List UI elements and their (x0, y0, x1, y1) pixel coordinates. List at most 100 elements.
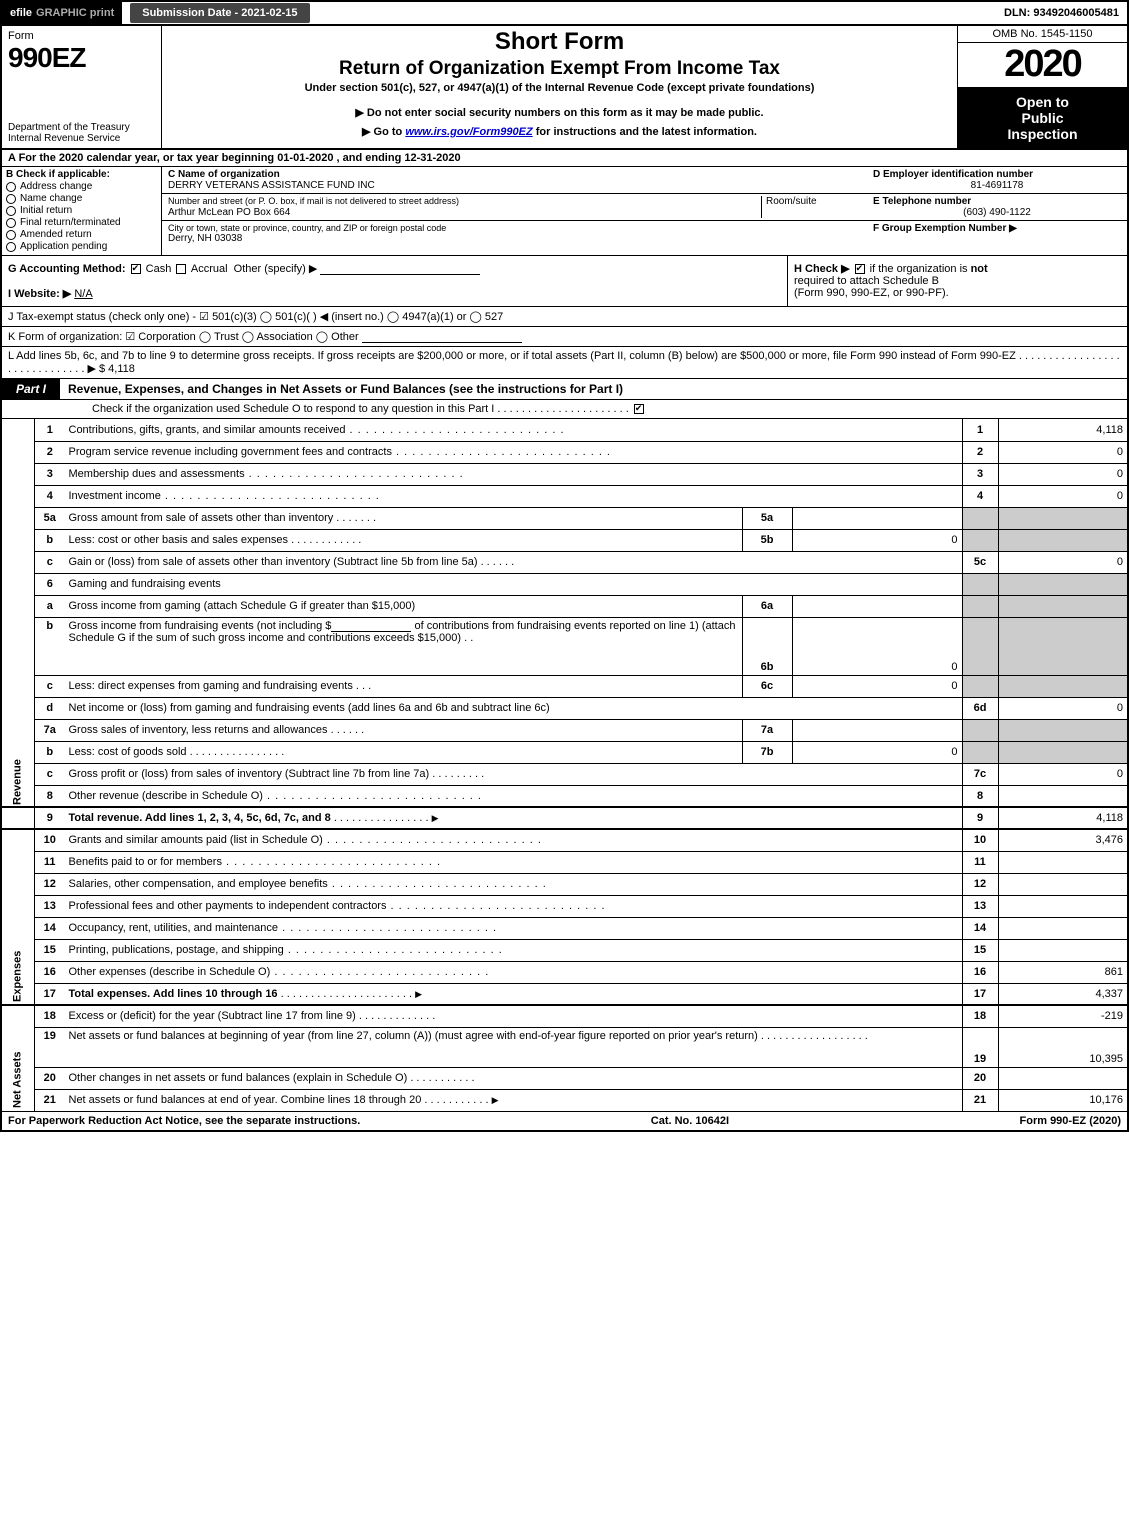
dept-irs: Internal Revenue Service (8, 133, 120, 144)
website-label: I Website: ▶ (8, 288, 71, 300)
label-cash: Cash (146, 263, 172, 275)
part1-title: Revenue, Expenses, and Changes in Net As… (60, 379, 1127, 399)
efile-rest: GRAPHIC print (36, 7, 114, 19)
footer-catno: Cat. No. 10642I (651, 1115, 729, 1127)
6b-contrib-field[interactable] (331, 620, 411, 632)
chk-cash[interactable] (131, 264, 141, 274)
chk-application-pending[interactable]: Application pending (6, 241, 157, 252)
website-value: N/A (74, 288, 92, 300)
line-20: 20 Other changes in net assets or fund b… (1, 1067, 1128, 1089)
goto-suffix: for instructions and the latest informat… (533, 126, 757, 138)
part1-checknote: Check if the organization used Schedule … (92, 403, 629, 415)
omb-number: OMB No. 1545-1150 (958, 26, 1127, 43)
part1-checkbox[interactable] (632, 403, 652, 415)
h-check-label: H Check ▶ (794, 263, 850, 275)
side-net-assets: Net Assets (1, 1005, 35, 1111)
chk-initial-return[interactable]: Initial return (6, 205, 157, 216)
header-center: Short Form Return of Organization Exempt… (162, 26, 957, 148)
tax-year: 2020 (958, 43, 1127, 88)
box-c: C Name of organization DERRY VETERANS AS… (162, 167, 867, 255)
room-suite-label: Room/suite (766, 196, 817, 207)
page-footer: For Paperwork Reduction Act Notice, see … (0, 1112, 1129, 1132)
subtitle-goto: ▶ Go to www.irs.gov/Form990EZ for instru… (170, 125, 949, 138)
box-b: B Check if applicable: Address change Na… (2, 167, 162, 255)
subtitle-section: Under section 501(c), 527, or 4947(a)(1)… (170, 82, 949, 94)
line-12: 12 Salaries, other compensation, and emp… (1, 873, 1128, 895)
gross-receipts-note: L Add lines 5b, 6c, and 7b to line 9 to … (8, 350, 1120, 375)
line-14: 14 Occupancy, rent, utilities, and maint… (1, 917, 1128, 939)
line-2: 2 Program service revenue including gove… (1, 441, 1128, 463)
title-short-form: Short Form (170, 28, 949, 56)
ein-row: D Employer identification number 81-4691… (867, 167, 1127, 194)
row-k: K Form of organization: ☑ Corporation ◯ … (0, 327, 1129, 347)
other-org-field[interactable] (362, 331, 522, 343)
line-6d: d Net income or (loss) from gaming and f… (1, 697, 1128, 719)
group-exemption-label: F Group Exemption Number ▶ (873, 223, 1017, 234)
line-19: 19 Net assets or fund balances at beginn… (1, 1027, 1128, 1067)
org-name-row: C Name of organization DERRY VETERANS AS… (162, 167, 867, 194)
line-13: 13 Professional fees and other payments … (1, 895, 1128, 917)
form-header: Form 990EZ Department of the Treasury In… (0, 26, 1129, 150)
chk-final-return[interactable]: Final return/terminated (6, 217, 157, 228)
h-text4: (Form 990, 990-EZ, or 990-PF). (794, 287, 949, 299)
open-line1: Open to (962, 94, 1123, 110)
line-9: 9 Total revenue. Add lines 1, 2, 3, 4, 5… (1, 807, 1128, 829)
org-name-value: DERRY VETERANS ASSISTANCE FUND INC (168, 180, 861, 191)
line-6: 6 Gaming and fundraising events (1, 573, 1128, 595)
chk-name-change[interactable]: Name change (6, 193, 157, 204)
line-17: 17 Total expenses. Add lines 10 through … (1, 983, 1128, 1005)
phone-label: E Telephone number (873, 196, 971, 207)
label-accrual: Accrual (191, 263, 228, 275)
efile-prefix: efile (10, 7, 32, 19)
ein-label: D Employer identification number (873, 169, 1033, 180)
box-g: G Accounting Method: Cash Accrual Other … (2, 256, 787, 306)
footer-paperwork: For Paperwork Reduction Act Notice, see … (8, 1115, 360, 1127)
form-number: 990EZ (8, 42, 155, 74)
line-7a: 7a Gross sales of inventory, less return… (1, 719, 1128, 741)
dln-label: DLN: 93492046005481 (1004, 7, 1127, 19)
form-of-organization: K Form of organization: ☑ Corporation ◯ … (8, 331, 359, 343)
address-value: Arthur McLean PO Box 664 (168, 207, 290, 218)
h-text2: if the organization is (870, 263, 971, 275)
header-right: OMB No. 1545-1150 2020 Open to Public In… (957, 26, 1127, 148)
arrow-icon (415, 988, 424, 1000)
part1-table: Revenue 1 Contributions, gifts, grants, … (0, 419, 1129, 1112)
header-left: Form 990EZ Department of the Treasury In… (2, 26, 162, 148)
line-8: 8 Other revenue (describe in Schedule O)… (1, 785, 1128, 807)
org-name-label: C Name of organization (168, 169, 861, 180)
department-label: Department of the Treasury Internal Reve… (8, 122, 155, 144)
h-not: not (971, 263, 988, 275)
topbar-left: efile GRAPHIC print Submission Date - 20… (2, 2, 310, 24)
line-7b: b Less: cost of goods sold . . . . . . .… (1, 741, 1128, 763)
subtitle-ssn-warning: ▶ Do not enter social security numbers o… (170, 106, 949, 119)
room-suite: Room/suite (761, 196, 861, 218)
line-7c: c Gross profit or (loss) from sales of i… (1, 763, 1128, 785)
box-h: H Check ▶ if the organization is not req… (787, 256, 1127, 306)
line-1: Revenue 1 Contributions, gifts, grants, … (1, 419, 1128, 441)
line-15: 15 Printing, publications, postage, and … (1, 939, 1128, 961)
open-line2: Public (962, 110, 1123, 126)
side-expenses: Expenses (1, 829, 35, 1005)
phone-row: E Telephone number (603) 490-1122 (867, 194, 1127, 221)
chk-address-change[interactable]: Address change (6, 181, 157, 192)
chk-schedule-b-not-required[interactable] (855, 264, 865, 274)
other-specify-field[interactable] (320, 263, 480, 275)
irs-link[interactable]: www.irs.gov/Form990EZ (405, 126, 532, 138)
group-exemption-row: F Group Exemption Number ▶ (867, 221, 1127, 255)
goto-prefix: ▶ Go to (362, 126, 405, 138)
row-a-tax-year: A For the 2020 calendar year, or tax yea… (0, 150, 1129, 167)
line-21: 21 Net assets or fund balances at end of… (1, 1089, 1128, 1111)
part1-tag: Part I (2, 379, 60, 399)
title-return: Return of Organization Exempt From Incom… (170, 58, 949, 80)
line-16: 16 Other expenses (describe in Schedule … (1, 961, 1128, 983)
city-value: Derry, NH 03038 (168, 233, 861, 244)
line-6a: a Gross income from gaming (attach Sched… (1, 595, 1128, 617)
line-11: 11 Benefits paid to or for members 11 (1, 851, 1128, 873)
box-b-title: B Check if applicable: (6, 169, 157, 180)
open-line3: Inspection (962, 126, 1123, 142)
chk-accrual[interactable] (176, 264, 186, 274)
form-word: Form (8, 30, 155, 42)
address-row: Number and street (or P. O. box, if mail… (162, 194, 867, 221)
chk-amended-return[interactable]: Amended return (6, 229, 157, 240)
line-5b: b Less: cost or other basis and sales ex… (1, 529, 1128, 551)
